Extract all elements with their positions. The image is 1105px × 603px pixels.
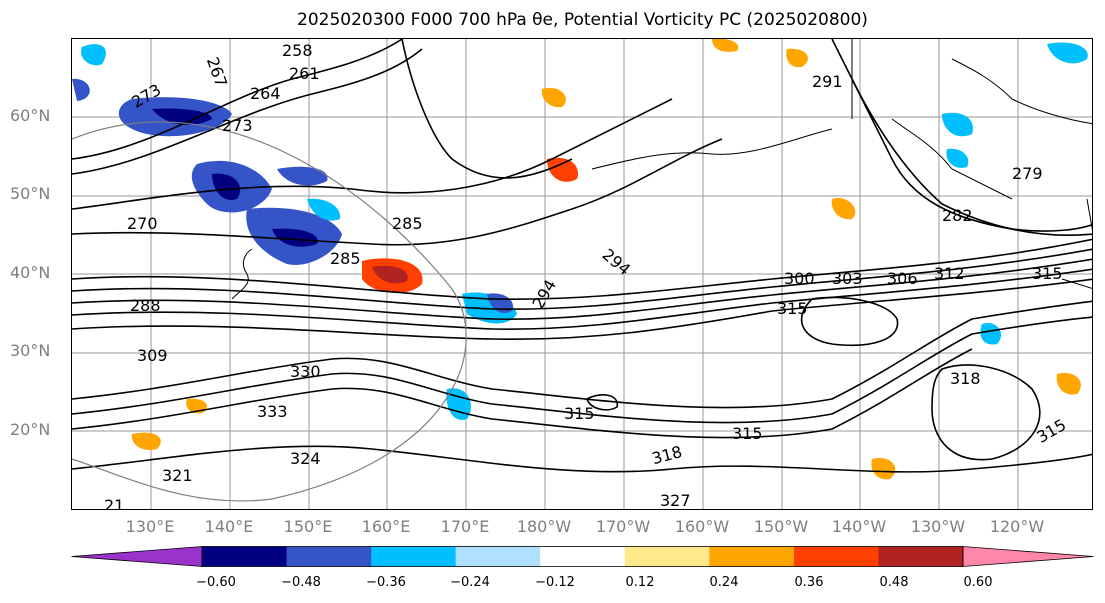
contour-label: 261 xyxy=(289,64,320,83)
contour-label: 315 xyxy=(777,299,808,318)
contour-label: 312 xyxy=(934,264,965,283)
lon-label-170w: 170°W xyxy=(595,517,651,536)
colorbar-segment xyxy=(202,546,288,567)
contour-label: 318 xyxy=(650,442,684,468)
contour-label: 285 xyxy=(330,249,361,268)
contour-label: 309 xyxy=(137,346,168,365)
contour-label: 267 xyxy=(203,54,231,89)
contour-label: 258 xyxy=(282,41,313,60)
colorbar-segment xyxy=(540,546,626,567)
pv-shading xyxy=(72,39,1088,480)
contour-label: 291 xyxy=(812,72,843,91)
colorbar-tick-label: 0.60 xyxy=(963,575,993,590)
lat-label-30n: 30°N xyxy=(10,341,51,360)
colorbar-tick-label: 0.36 xyxy=(794,575,824,590)
theta-e-contours xyxy=(72,39,1092,473)
lon-label-130w: 130°W xyxy=(910,517,966,536)
colorbar-segment xyxy=(793,546,879,567)
contour-label: 318 xyxy=(950,369,981,388)
map-panel: 258 261 264 267 270 273 273 279 282 285 … xyxy=(71,38,1093,510)
lon-label-180w: 180°W xyxy=(516,517,572,536)
colorbar-segment xyxy=(624,546,710,567)
contour-label: 324 xyxy=(290,449,321,468)
contour-labels: 258 261 264 267 270 273 273 279 282 285 … xyxy=(104,41,1069,510)
colorbar-segment xyxy=(286,546,372,567)
map-canvas: 258 261 264 267 270 273 273 279 282 285 … xyxy=(72,39,1092,510)
contour-label: 294 xyxy=(528,276,560,312)
lon-label-140w: 140°W xyxy=(831,517,887,536)
contour-label: 270 xyxy=(127,214,158,233)
contour-label: 282 xyxy=(942,206,973,225)
contour-label: 279 xyxy=(1012,164,1043,183)
colorbar-segment xyxy=(371,546,457,567)
lon-label-160w: 160°W xyxy=(674,517,730,536)
colorbar-tick-label: 0.12 xyxy=(625,575,655,590)
lat-label-50n: 50°N xyxy=(10,184,51,203)
coastlines xyxy=(231,39,1092,300)
lat-label-20n: 20°N xyxy=(10,420,51,439)
contour-label: 288 xyxy=(130,296,161,315)
colorbar-tick-label: 0.24 xyxy=(709,575,739,590)
colorbar-segment xyxy=(455,546,541,567)
contour-label: 321 xyxy=(162,466,193,485)
colorbar-tick-label: −0.48 xyxy=(281,575,321,590)
colorbar-segment xyxy=(878,546,964,567)
colorbar xyxy=(71,546,1094,567)
contour-label: 327 xyxy=(660,491,691,510)
contour-label: 21 xyxy=(104,496,124,510)
contour-label: 303 xyxy=(832,269,863,288)
lon-label-170e: 170°E xyxy=(440,517,490,536)
contour-label: 285 xyxy=(392,214,423,233)
colorbar-tick-label: 0.48 xyxy=(879,575,909,590)
contour-label: 306 xyxy=(887,269,918,288)
colorbar-tick-label: −0.60 xyxy=(196,575,236,590)
lon-label-160e: 160°E xyxy=(361,517,411,536)
contour-label: 315 xyxy=(1032,264,1063,283)
lon-label-120w: 120°W xyxy=(989,517,1045,536)
great-circle-path xyxy=(72,121,467,502)
lon-label-150w: 150°W xyxy=(753,517,809,536)
contour-label: 333 xyxy=(257,402,288,421)
map-title: 2025020300 F000 700 hPa θe, Potential Vo… xyxy=(297,10,868,30)
colorbar-extend-max xyxy=(963,546,1094,567)
contour-label: 273 xyxy=(222,116,253,135)
contour-label: 300 xyxy=(784,269,815,288)
lon-label-140e: 140°E xyxy=(204,517,254,536)
contour-label: 264 xyxy=(250,84,281,103)
lon-label-150e: 150°E xyxy=(283,517,333,536)
colorbar-tick-label: −0.24 xyxy=(450,575,490,590)
contour-label: 315 xyxy=(564,404,595,423)
contour-label: 330 xyxy=(290,362,321,381)
colorbar-tick-label: −0.12 xyxy=(535,575,575,590)
lat-label-60n: 60°N xyxy=(10,106,51,125)
lon-label-130e: 130°E xyxy=(125,517,175,536)
colorbar-extend-min xyxy=(71,546,202,567)
lat-label-40n: 40°N xyxy=(10,263,51,282)
colorbar-tick-label: −0.36 xyxy=(366,575,406,590)
contour-label: 315 xyxy=(732,424,763,443)
colorbar-segment xyxy=(709,546,795,567)
